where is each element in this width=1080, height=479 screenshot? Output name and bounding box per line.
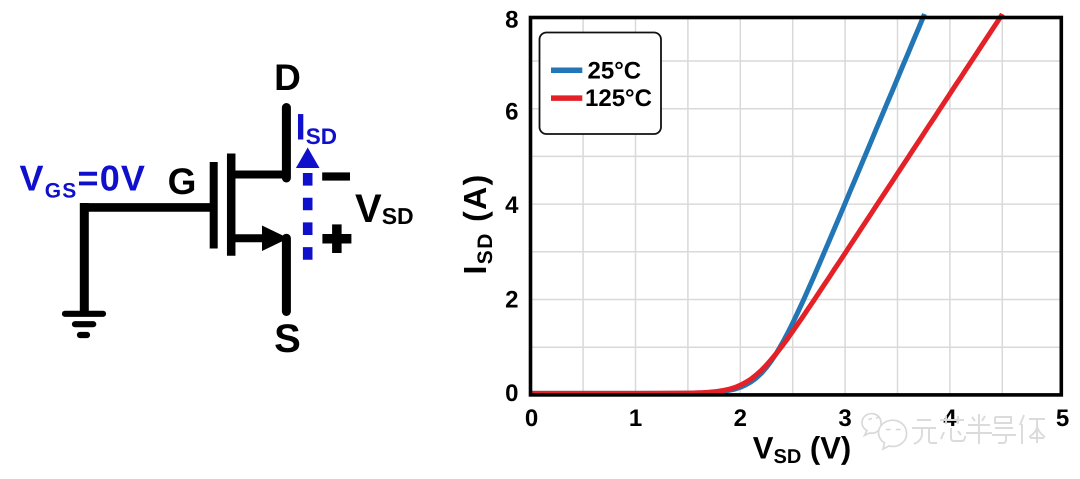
svg-text:6: 6 [505,99,518,126]
svg-text:4: 4 [943,405,957,432]
svg-text:3: 3 [838,405,851,432]
svg-text:VGS=0V: VGS=0V [20,158,147,203]
svg-text:1: 1 [629,405,642,432]
svg-text:25°C: 25°C [588,57,642,84]
svg-text:2: 2 [734,405,747,432]
svg-text:S: S [274,317,301,361]
svg-text:G: G [168,161,197,202]
svg-text:2: 2 [505,287,518,314]
svg-text:0: 0 [525,405,538,432]
svg-text:VSD (V): VSD (V) [753,431,851,469]
svg-text:0: 0 [505,380,518,407]
svg-text:4: 4 [505,192,519,219]
svg-text:D: D [274,57,301,98]
svg-text:125°C: 125°C [585,85,652,112]
svg-text:5: 5 [1056,405,1069,432]
svg-text:8: 8 [505,6,518,33]
